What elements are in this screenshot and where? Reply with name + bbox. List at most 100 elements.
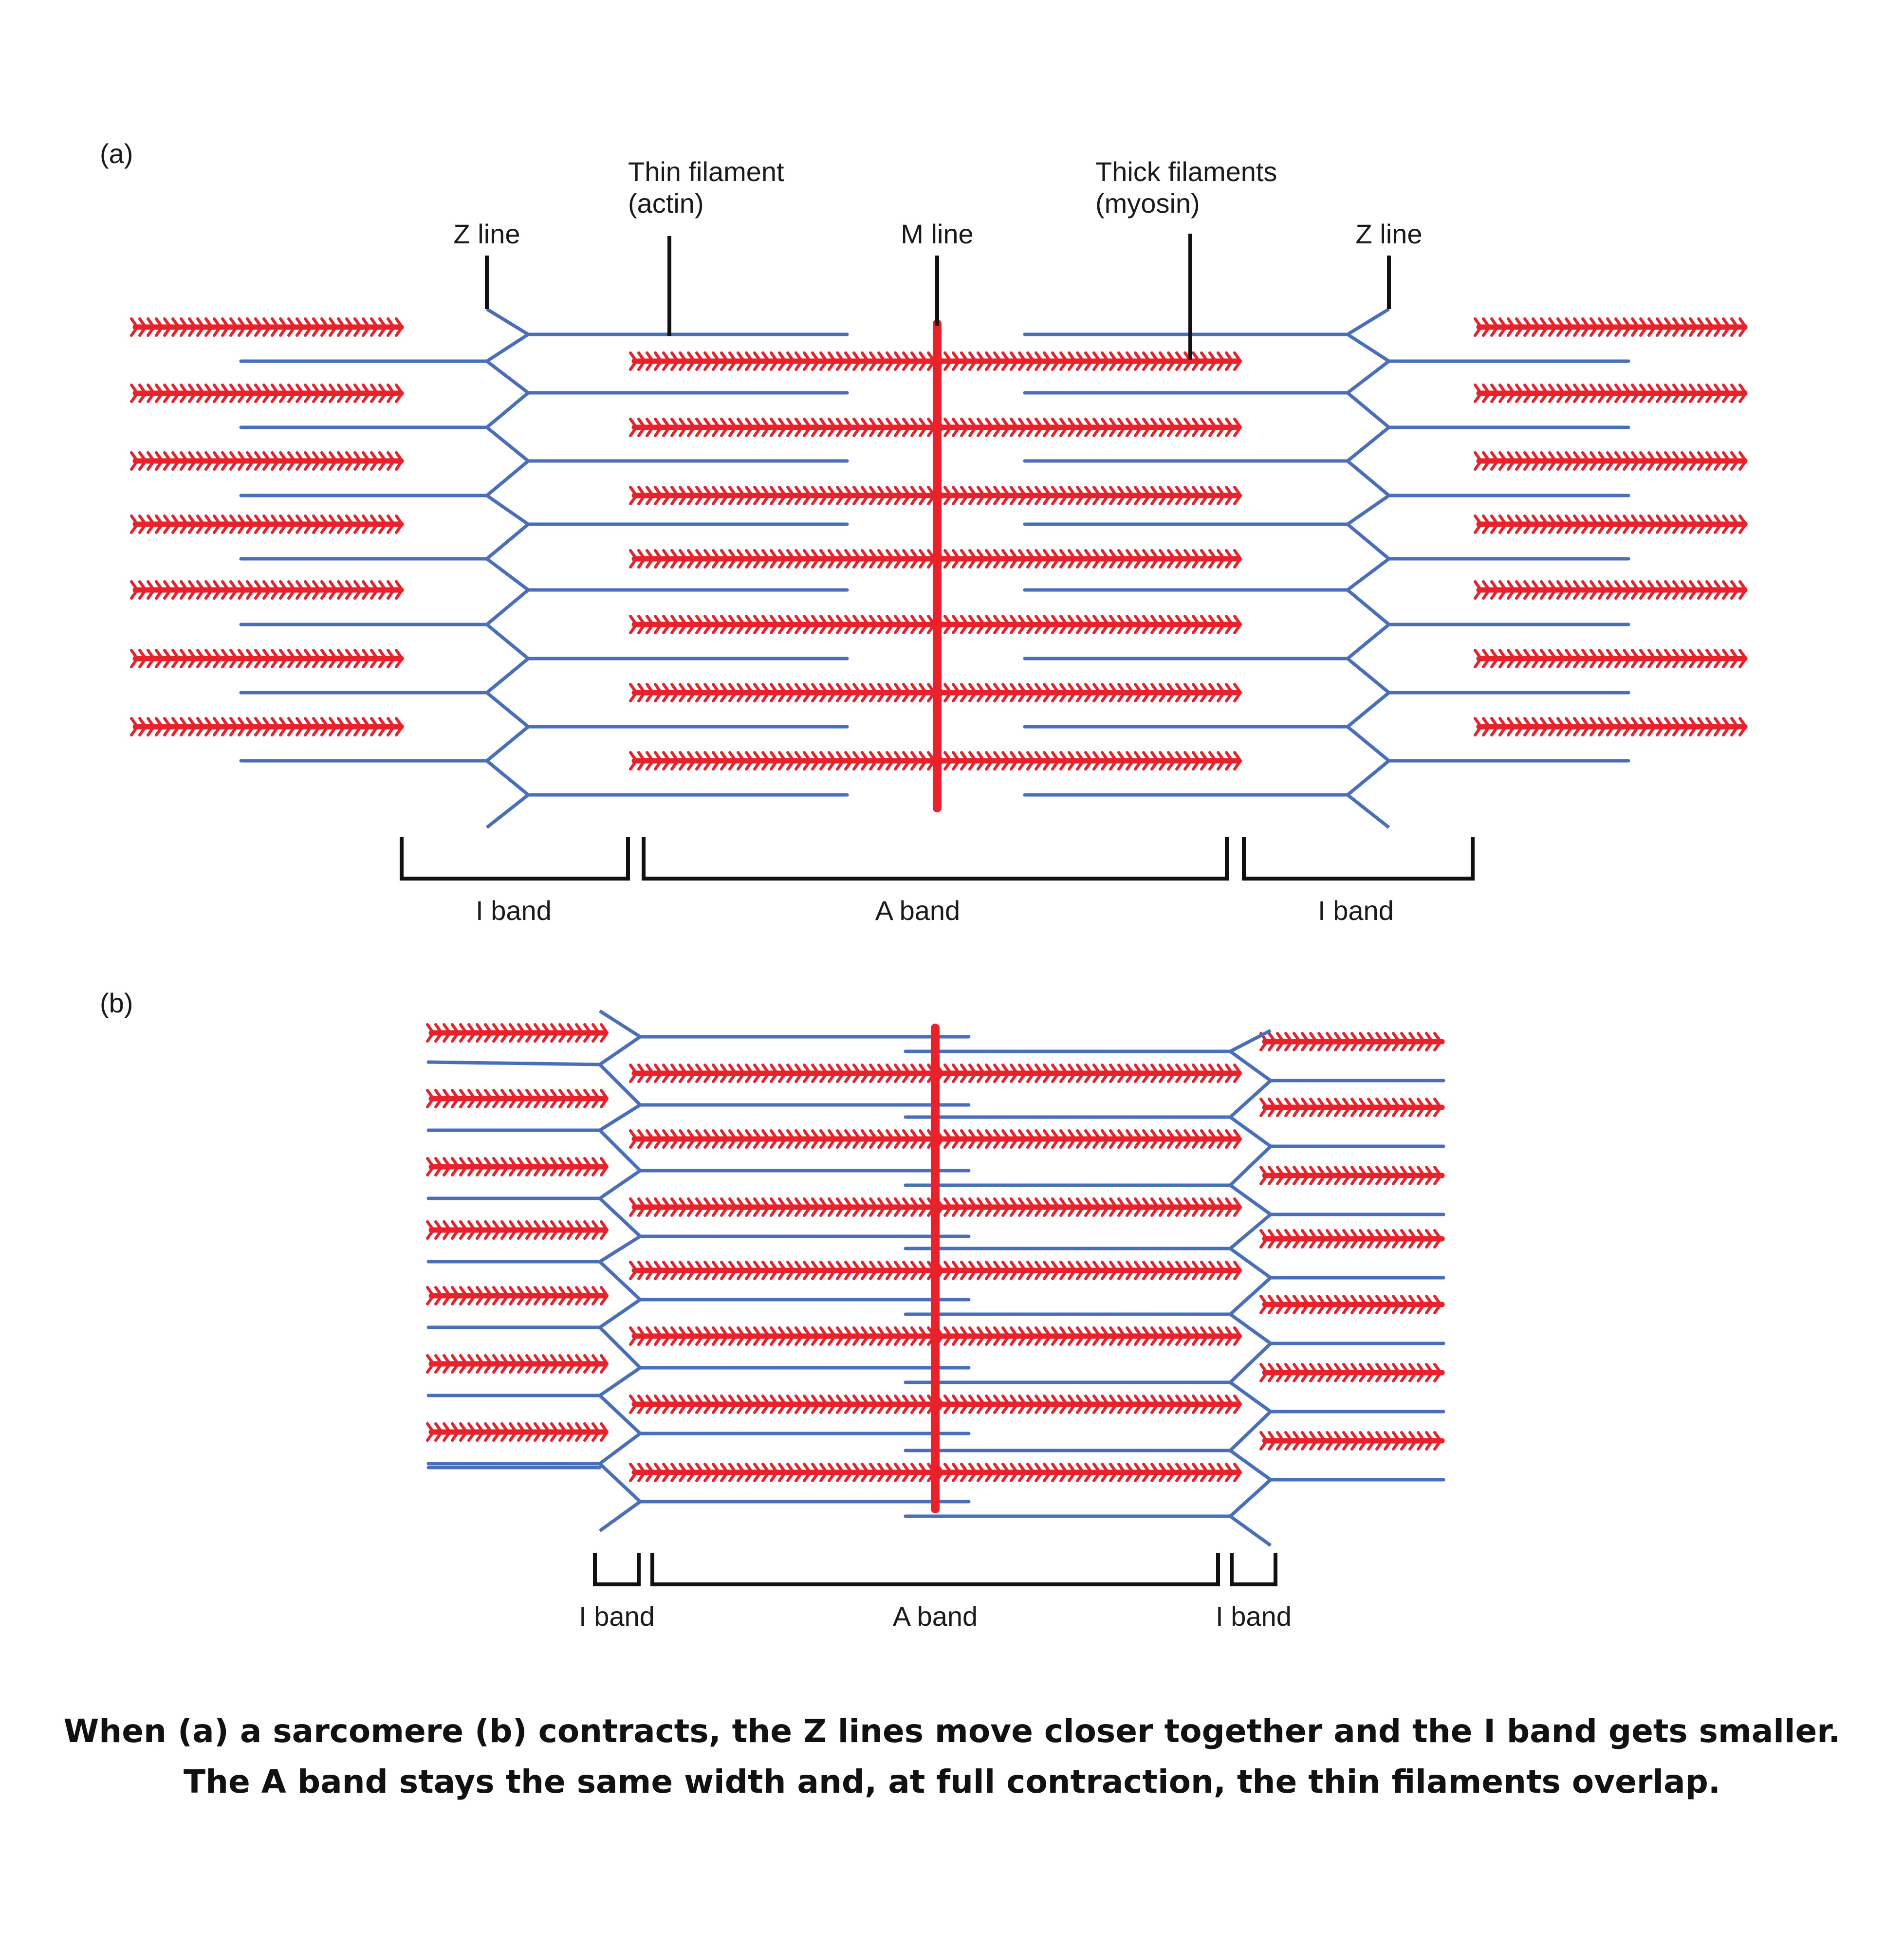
m-line-label: M line: [901, 219, 973, 249]
panel-b: (b) I band A band I band: [100, 988, 1445, 1632]
myosin-outer-left-b: [426, 1089, 609, 1108]
caption-line-1: When (a) a sarcomere (b) contracts, the …: [63, 1712, 1841, 1750]
myosin-outer-left: [130, 514, 404, 534]
a-band-bracket: [642, 837, 1229, 881]
myosin-heads: [426, 1422, 609, 1442]
myosin-outer-right-b: [1259, 1431, 1445, 1451]
myosin-heads: [130, 717, 404, 736]
myosin-outer-left: [130, 649, 404, 668]
myosin-outer-left-b: [426, 1286, 609, 1305]
panel-a-filaments: [130, 308, 1748, 829]
i-band-left-label: I band: [476, 895, 552, 926]
panel-a-tag: (a): [100, 138, 133, 169]
myosin-heads: [1259, 1295, 1442, 1314]
thin-filament-label-line1: Thin filament: [628, 156, 784, 187]
myosin-outer-left-b: [426, 1023, 609, 1043]
myosin-outer-left: [130, 317, 404, 337]
panel-b-tag: (b): [100, 988, 133, 1018]
myosin-outer-left: [130, 451, 404, 471]
myosin-heads: [130, 514, 404, 534]
myosin-heads: [629, 418, 1242, 437]
myosin-heads: [1474, 717, 1747, 736]
myosin-heads: [1259, 1431, 1442, 1451]
myosin-outer-left: [130, 717, 404, 736]
i-band-left-label-b: I band: [579, 1601, 655, 1632]
myosin-heads: [629, 615, 1242, 634]
i-band-right-bracket-b: [1230, 1553, 1277, 1586]
thick-filament-label-line2: (myosin): [1095, 188, 1200, 219]
myosin-heads: [1259, 1098, 1442, 1117]
myosin-outer-left-b: [426, 1157, 609, 1176]
myosin-heads: [426, 1354, 609, 1374]
myosin-outer-left-b: [426, 1422, 609, 1442]
thick-filament-label-line1: Thick filaments: [1095, 156, 1277, 187]
myosin-heads: [629, 1395, 1242, 1414]
myosin-heads: [629, 1064, 1242, 1083]
myosin-heads: [130, 317, 404, 337]
myosin-outer-right: [1474, 451, 1748, 471]
myosin-heads: [629, 683, 1242, 702]
myosin-heads: [1474, 451, 1747, 471]
myosin-heads: [1474, 514, 1747, 534]
z-line-right-label: Z line: [1356, 219, 1423, 249]
a-band-label-b: A band: [893, 1601, 978, 1632]
actin-outer-left-b: [426, 1060, 602, 1066]
myosin-heads: [629, 751, 1242, 771]
i-band-left-bracket: [400, 837, 630, 881]
myosin-outer-left: [130, 580, 404, 600]
myosin-outer-right-b: [1259, 1032, 1445, 1051]
myosin-heads: [426, 1089, 609, 1108]
myosin-outer-right-b: [1259, 1229, 1445, 1249]
myosin-heads: [629, 1129, 1242, 1149]
myosin-outer-left: [130, 384, 404, 403]
i-band-right-label: I band: [1318, 895, 1394, 926]
myosin-outer-right-b: [1259, 1363, 1445, 1382]
myosin-outer-right-b: [1259, 1295, 1445, 1314]
myosin-outer-right: [1474, 717, 1748, 736]
myosin-outer-right-b: [1259, 1166, 1445, 1185]
myosin-heads: [1474, 384, 1747, 403]
myosin-outer-right-b: [1259, 1098, 1445, 1117]
i-band-right-label-b: I band: [1216, 1601, 1292, 1632]
myosin-heads: [1259, 1166, 1442, 1185]
myosin-heads: [1259, 1032, 1442, 1051]
myosin-outer-right: [1474, 649, 1748, 668]
myosin-heads: [1259, 1229, 1442, 1249]
myosin-heads: [629, 351, 1242, 371]
myosin-outer-left-b: [426, 1220, 609, 1240]
myosin-outer-left-b: [426, 1354, 609, 1374]
myosin-heads: [1474, 649, 1747, 668]
panel-a: (a) Z line Thin filament (actin) M line …: [100, 138, 1748, 926]
thin-filament-label-line2: (actin): [628, 188, 704, 219]
panel-b-brackets: [593, 1553, 1277, 1586]
z-line-left: [483, 308, 532, 829]
myosin-heads: [130, 649, 404, 668]
myosin-heads: [629, 1197, 1242, 1217]
myosin-heads: [426, 1023, 609, 1043]
myosin-heads: [426, 1220, 609, 1240]
panel-a-brackets: [400, 837, 1475, 881]
figure-caption: When (a) a sarcomere (b) contracts, the …: [0, 1706, 1904, 1807]
myosin-heads: [629, 1326, 1242, 1346]
caption-line-2: The A band stays the same width and, at …: [184, 1763, 1720, 1800]
i-band-right-bracket: [1242, 837, 1475, 881]
myosin-heads: [629, 1261, 1242, 1280]
myosin-heads: [629, 549, 1242, 569]
myosin-heads: [1474, 580, 1747, 600]
myosin-heads: [1259, 1363, 1442, 1382]
a-band-label: A band: [875, 895, 960, 926]
myosin-heads: [629, 1463, 1242, 1482]
myosin-heads: [629, 486, 1242, 505]
z-line-right: [1344, 308, 1392, 829]
myosin-outer-right: [1474, 317, 1748, 337]
i-band-left-bracket-b: [593, 1553, 641, 1586]
myosin-heads: [426, 1157, 609, 1176]
panel-b-filaments: [426, 1010, 1445, 1547]
z-line-left-label: Z line: [454, 219, 520, 249]
myosin-outer-right: [1474, 384, 1748, 403]
a-band-bracket-b: [650, 1553, 1220, 1586]
myosin-heads: [1474, 317, 1747, 337]
panel-a-leaders: [485, 234, 1391, 360]
myosin-outer-right: [1474, 514, 1748, 534]
myosin-heads: [130, 451, 404, 471]
